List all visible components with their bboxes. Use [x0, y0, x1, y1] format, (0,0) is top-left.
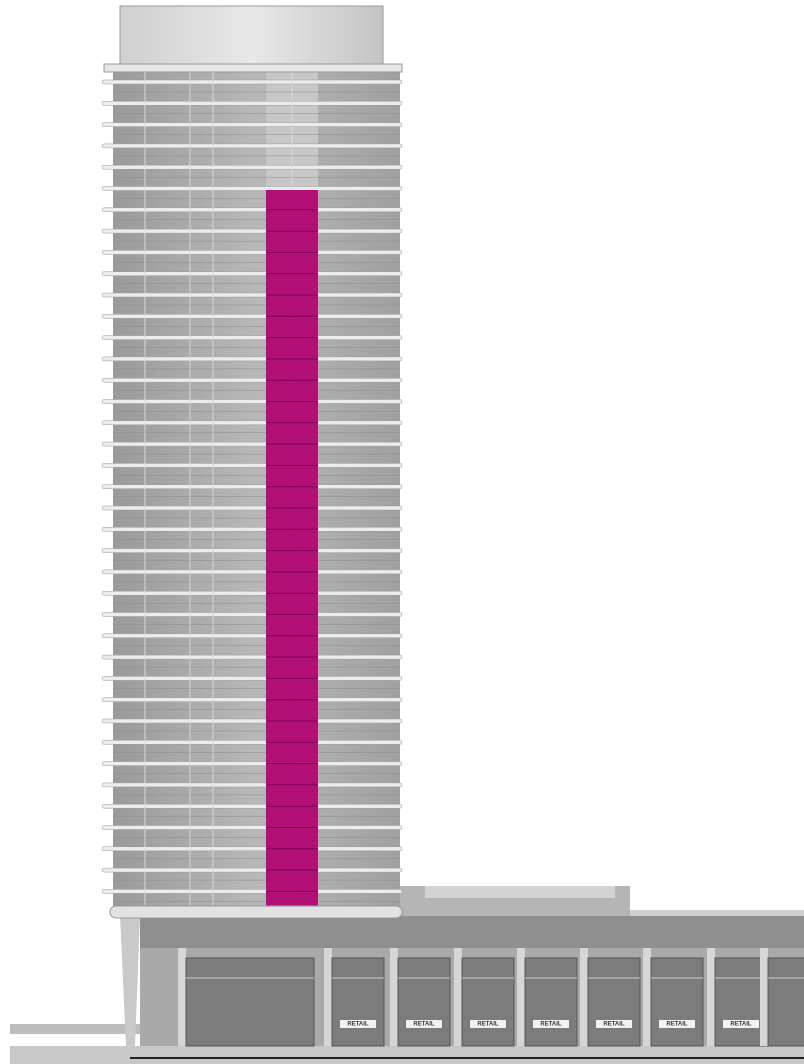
balcony-slab	[101, 377, 403, 383]
pier	[707, 948, 715, 1046]
highlight-floor-lines	[266, 209, 318, 892]
balcony-slab	[101, 271, 403, 276]
balcony-slab	[101, 740, 403, 745]
balcony-slab	[101, 718, 403, 724]
balcony-slab	[101, 463, 403, 468]
balcony-slab	[101, 101, 403, 106]
balcony-slab	[101, 590, 403, 596]
balcony-slab	[101, 527, 403, 532]
storefront	[185, 957, 315, 1047]
balcony-slab	[101, 207, 403, 213]
sign-board	[340, 1020, 376, 1028]
storefront	[767, 957, 804, 1047]
pier	[324, 948, 332, 1046]
retail-sign: RETAIL	[347, 1022, 369, 1028]
retail-sign: RETAIL	[603, 1022, 625, 1028]
balcony-slab	[101, 441, 403, 447]
balcony-slab	[101, 569, 403, 575]
retail-sign: RETAIL	[477, 1022, 499, 1028]
tower-crown	[119, 5, 384, 67]
balcony-slab	[101, 803, 403, 809]
retail-sign: RETAIL	[413, 1022, 435, 1028]
sign-board	[596, 1020, 632, 1028]
pier	[760, 948, 768, 1046]
pier	[643, 948, 651, 1046]
podium-band	[140, 916, 804, 948]
podium-roof	[425, 886, 615, 898]
pier	[517, 948, 525, 1046]
pier	[390, 948, 398, 1046]
roof-slab	[103, 63, 403, 73]
balcony-slab	[101, 250, 403, 255]
storefront	[331, 957, 385, 1047]
balcony-slab	[101, 697, 403, 702]
floor-slabs	[101, 72, 403, 906]
balcony-slab	[101, 143, 403, 149]
storefront	[397, 957, 451, 1047]
storefront	[650, 957, 704, 1047]
balcony-slab	[101, 228, 403, 234]
balcony-slab	[101, 633, 403, 639]
balcony-slab	[101, 761, 403, 766]
highlight-column	[266, 190, 318, 906]
storefront	[714, 957, 768, 1047]
balcony-slab	[101, 292, 403, 298]
balcony-slab	[101, 79, 403, 85]
balcony-slab	[101, 420, 403, 426]
pier	[580, 948, 588, 1046]
balcony-slab	[101, 314, 403, 319]
balcony-slab	[101, 825, 403, 830]
balcony-slab	[101, 335, 403, 340]
sign-board	[659, 1020, 695, 1028]
balcony-slab	[101, 612, 403, 617]
sign-board	[406, 1020, 442, 1028]
retail-bays: RETAIL RETAIL RETAIL RETAIL RETAIL RETAIL RETA…	[178, 948, 804, 1047]
balcony-slab	[101, 846, 403, 852]
balcony-slab	[101, 889, 403, 894]
balcony-slab	[101, 676, 403, 681]
balcony-slab	[101, 484, 403, 489]
balcony-slab	[101, 505, 403, 511]
pier	[178, 948, 186, 1046]
tower-base-slab	[109, 905, 403, 919]
sign-board	[470, 1020, 506, 1028]
balcony-slab	[101, 356, 403, 362]
balcony-slab	[101, 164, 403, 170]
storefront	[587, 957, 641, 1047]
storefront	[524, 957, 578, 1047]
balcony-slab	[101, 186, 403, 191]
balcony-slab	[101, 548, 403, 553]
balcony-slab	[101, 399, 403, 404]
pier	[454, 948, 462, 1046]
balcony-slab	[101, 122, 403, 127]
retail-sign: RETAIL	[666, 1022, 688, 1028]
sign-board	[533, 1020, 569, 1028]
sign-board	[723, 1020, 759, 1028]
ground	[10, 1046, 804, 1064]
balcony-slab	[101, 867, 403, 873]
balcony-slab	[101, 782, 403, 788]
tower-leg	[120, 915, 140, 1046]
storefront	[461, 957, 515, 1047]
balcony-slab	[101, 654, 403, 660]
retail-sign: RETAIL	[730, 1022, 752, 1028]
retail-sign: RETAIL	[540, 1022, 562, 1028]
